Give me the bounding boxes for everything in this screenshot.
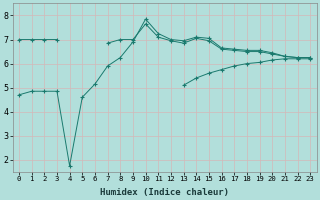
X-axis label: Humidex (Indice chaleur): Humidex (Indice chaleur) (100, 188, 229, 197)
